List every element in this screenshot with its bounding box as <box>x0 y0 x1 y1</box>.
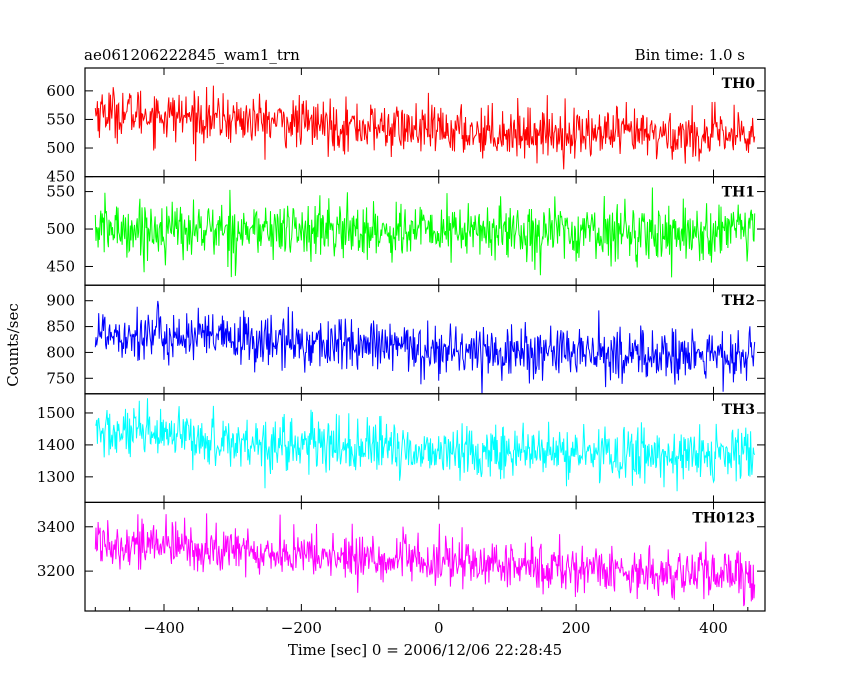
observation-id-title: ae061206222845_wam1_trn <box>84 46 300 64</box>
x-tick-label: −400 <box>143 619 184 637</box>
panel-stack: 450 500 550 600 TH0 450 500 550 TH1 750 800 850 900 T… <box>37 67 766 612</box>
y-tick-label: 500 <box>46 220 75 238</box>
panel-th2: 750 800 850 900 TH2 <box>46 284 766 395</box>
y-tick-label: 1400 <box>37 436 75 454</box>
x-axis: −400 −200 0 200 400 <box>94 607 749 637</box>
series-line-th0 <box>94 85 756 170</box>
panel-th1: 450 500 550 TH1 <box>46 176 766 286</box>
y-tick-label: 550 <box>46 110 75 128</box>
x-tick-label: 0 <box>434 619 444 637</box>
y-tick-label: 550 <box>46 183 75 201</box>
y-tick-label: 1300 <box>37 468 75 486</box>
panel-th0: 450 500 550 600 TH0 <box>46 67 766 186</box>
y-tick-label: 450 <box>46 257 75 275</box>
y-tick-label: 450 <box>46 168 75 186</box>
y-tick-label: 1500 <box>37 404 75 422</box>
x-axis-title: Time [sec] 0 = 2006/12/06 22:28:45 <box>288 641 562 659</box>
bin-time-label: Bin time: 1.0 s <box>635 46 745 64</box>
series-line-th3 <box>95 398 756 492</box>
panel-th0123: 3200 3400 TH0123 <box>37 501 766 612</box>
panel-label: TH0123 <box>692 510 755 526</box>
y-tick-label: 500 <box>46 139 75 157</box>
y-tick-label: 3400 <box>37 518 75 536</box>
panel-label: TH1 <box>722 185 755 201</box>
panel-th3: 1300 1400 1500 TH3 <box>37 393 766 503</box>
panel-label: TH3 <box>722 402 755 418</box>
series-line-th2 <box>94 300 756 394</box>
y-tick-label: 750 <box>46 369 75 387</box>
x-tick-label: 200 <box>562 619 591 637</box>
panel-frame <box>84 284 766 395</box>
series-line-th0123 <box>94 513 756 607</box>
y-axis-title: Counts/sec <box>4 303 22 387</box>
panel-label: TH0 <box>722 76 756 92</box>
series-line-th1 <box>94 187 756 278</box>
y-tick-label: 800 <box>46 343 75 361</box>
y-tick-label: 3200 <box>37 562 75 580</box>
panel-label: TH2 <box>722 293 755 309</box>
y-tick-label: 850 <box>46 318 75 336</box>
x-tick-label: −200 <box>281 619 322 637</box>
y-tick-label: 600 <box>46 82 75 100</box>
panel-frame <box>84 501 766 612</box>
y-tick-label: 900 <box>46 292 75 310</box>
x-tick-label: 400 <box>699 619 728 637</box>
